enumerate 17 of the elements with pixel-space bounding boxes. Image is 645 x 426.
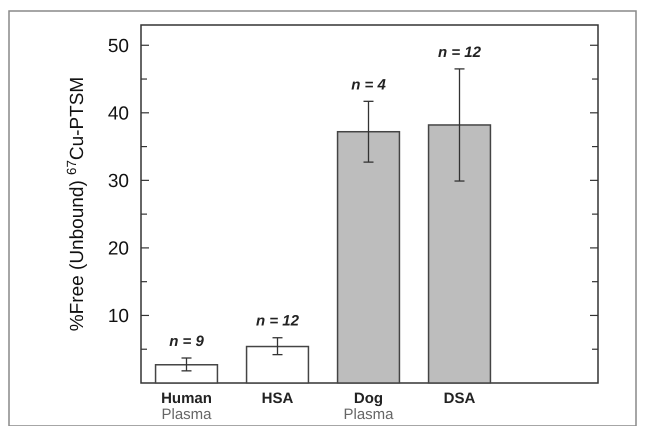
bar (428, 124, 492, 384)
y-tick-label: 20 (108, 238, 129, 260)
y-tick-label: 10 (108, 306, 129, 328)
y-tick-label: 50 (108, 36, 129, 57)
bar (154, 364, 218, 384)
x-tick-label: HSA (262, 390, 294, 407)
annotation: n = 12 (438, 44, 482, 61)
annotation: n = 4 (351, 76, 386, 94)
x-tick-label: Human Plasma (161, 390, 212, 423)
x-tick-label: Dog Plasma (343, 390, 394, 423)
bar (336, 130, 400, 384)
annotation: n = 9 (169, 333, 204, 350)
annotation: n = 12 (256, 312, 300, 330)
y-tick-label: 30 (108, 171, 129, 192)
y-tick-label: 40 (108, 103, 129, 124)
bar (246, 346, 310, 384)
x-tick-label: DSA (444, 390, 476, 407)
